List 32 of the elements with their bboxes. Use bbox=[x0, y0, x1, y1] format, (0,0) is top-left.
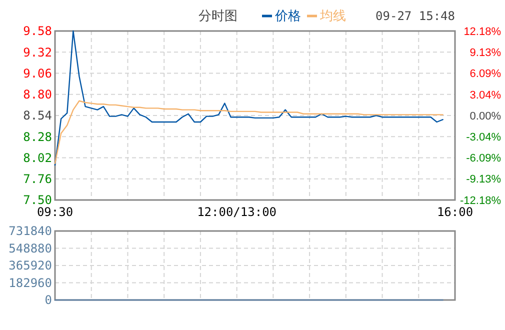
y-tick-label: 8.80 bbox=[23, 88, 52, 102]
y-tick-label: 9.06 bbox=[23, 66, 52, 80]
y-tick-label: 8.28 bbox=[23, 130, 52, 144]
y2-tick-label: 0.00% bbox=[470, 110, 502, 122]
x-tick-label: 09:30 bbox=[36, 205, 74, 219]
y2-tick-label: 6.09% bbox=[470, 68, 502, 80]
line-series bbox=[54, 100, 444, 164]
y-tick-label: 0 bbox=[44, 293, 52, 308]
legend-label: 价格 bbox=[274, 9, 301, 24]
y2-tick-label: 3.04% bbox=[470, 89, 502, 102]
y-tick-label: 9.32 bbox=[23, 45, 52, 60]
y2-tick-label: -12.18% bbox=[460, 194, 502, 207]
x-tick-label: 16:00 bbox=[436, 205, 474, 219]
y2-tick-label: -6.09% bbox=[466, 152, 502, 165]
y2-tick-label: -9.13% bbox=[466, 174, 502, 186]
x-tick-label: 12:00/13:00 bbox=[197, 205, 277, 219]
text: 09-27 15:48 bbox=[376, 9, 455, 23]
y-tick-label: 548880 bbox=[8, 241, 52, 256]
y2-tick-label: 12.18% bbox=[464, 26, 502, 38]
y-tick-label: 7.76 bbox=[23, 172, 52, 186]
y-tick-label: 8.54 bbox=[23, 108, 52, 123]
legend-label: 均线 bbox=[319, 9, 346, 24]
y-tick-label: 7.50 bbox=[23, 193, 52, 208]
y2-tick-label: -3.04% bbox=[466, 131, 502, 144]
chart-title: 分时图 bbox=[198, 9, 238, 24]
y-tick-label: 731840 bbox=[8, 224, 52, 238]
y-tick-label: 182960 bbox=[8, 276, 52, 290]
line-series bbox=[54, 30, 444, 166]
y-tick-label: 8.02 bbox=[23, 150, 52, 165]
y-tick-label: 365920 bbox=[8, 258, 52, 273]
y-tick-label: 9.58 bbox=[23, 24, 52, 38]
y2-tick-label: 9.13% bbox=[470, 47, 502, 60]
